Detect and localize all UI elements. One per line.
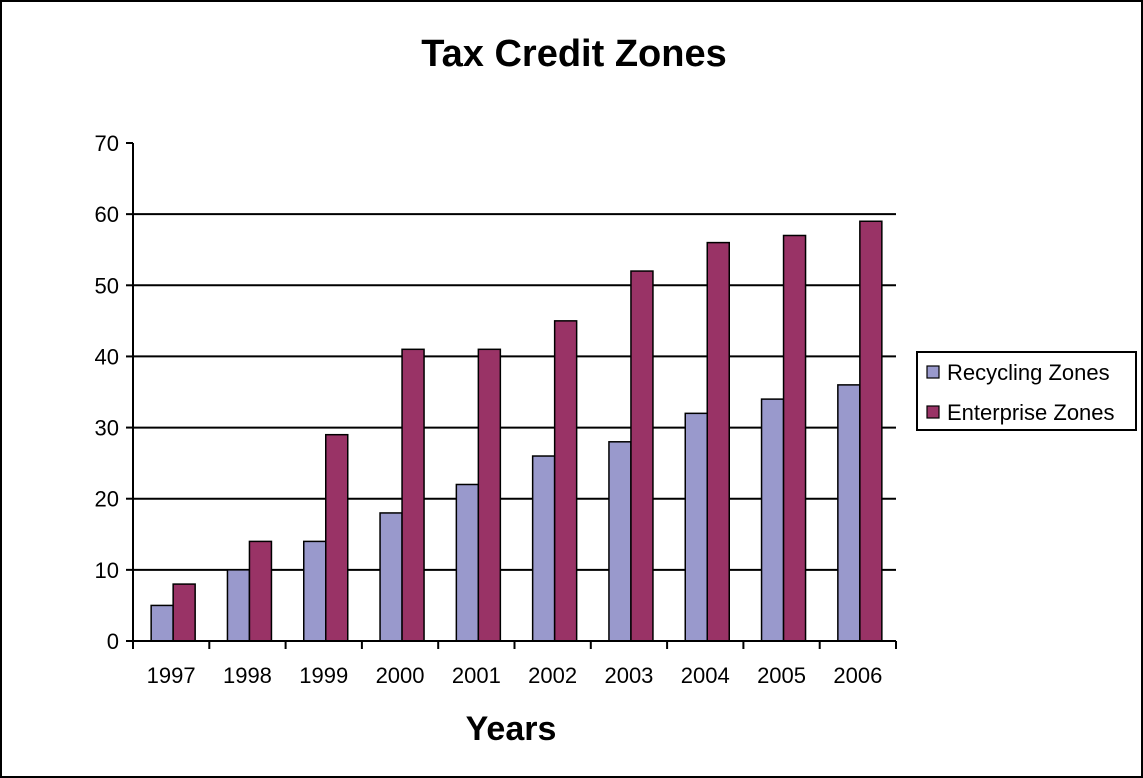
bar-enterprise-zones-2005 [782, 234, 807, 642]
x-tick-label: 2003 [604, 663, 653, 688]
x-tick-label: 1997 [147, 663, 196, 688]
bar-enterprise-zones-2003 [630, 270, 654, 642]
x-tick-label: 2004 [681, 663, 730, 688]
chart-title: Tax Credit Zones [421, 33, 726, 75]
bar-recycling-zones-1999 [303, 540, 327, 642]
y-tick-label: 10 [95, 558, 119, 583]
legend-label: Enterprise Zones [947, 400, 1115, 425]
x-tick-label: 2002 [528, 663, 577, 688]
bar-recycling-zones-2003 [608, 441, 632, 642]
bar-enterprise-zones-1997 [172, 583, 196, 642]
y-tick-label: 70 [95, 131, 119, 156]
y-tick-label: 50 [95, 273, 119, 298]
x-tick-label: 1999 [299, 663, 348, 688]
y-tick-label: 40 [95, 344, 119, 369]
x-tick-label: 2005 [757, 663, 806, 688]
legend-swatch [926, 365, 940, 379]
bar-enterprise-zones-2004 [706, 241, 730, 642]
y-tick-label: 20 [95, 487, 119, 512]
x-tick-label: 2006 [833, 663, 882, 688]
bar-enterprise-zones-2006 [859, 220, 883, 642]
y-tick-label: 60 [95, 202, 119, 227]
bar-enterprise-zones-1999 [325, 433, 349, 642]
x-tick-label: 1998 [223, 663, 272, 688]
x-tick-label: 2000 [376, 663, 425, 688]
bar-enterprise-zones-2001 [477, 348, 502, 642]
bars [150, 220, 883, 642]
bar-recycling-zones-1998 [226, 569, 251, 642]
x-tick-label: 2001 [452, 663, 501, 688]
bar-recycling-zones-2000 [379, 512, 403, 642]
bar-enterprise-zones-2002 [553, 320, 578, 642]
bar-recycling-zones-2004 [684, 412, 708, 642]
legend-label: Recycling Zones [947, 360, 1110, 385]
bar-enterprise-zones-2000 [401, 348, 425, 642]
legend-box [916, 351, 1137, 431]
bar-recycling-zones-1997 [150, 604, 174, 642]
y-tick-label: 0 [107, 629, 119, 654]
x-axis-ticks: 1997 1998 1999 2000 2001 2002 2003 2004 2005 2006 [132, 641, 897, 688]
legend-swatch [926, 405, 940, 419]
y-axis-ticks: 0 10 20 30 40 50 60 70 [95, 131, 133, 654]
bar-recycling-zones-2001 [455, 483, 480, 642]
y-tick-label: 30 [95, 416, 119, 441]
x-axis-label: Years [466, 710, 557, 748]
bar-enterprise-zones-1998 [248, 540, 273, 642]
bar-recycling-zones-2006 [837, 384, 861, 642]
bar-recycling-zones-2005 [760, 398, 785, 642]
legend: Recycling Zones Enterprise Zones [916, 351, 1137, 431]
bar-recycling-zones-2002 [531, 455, 556, 642]
